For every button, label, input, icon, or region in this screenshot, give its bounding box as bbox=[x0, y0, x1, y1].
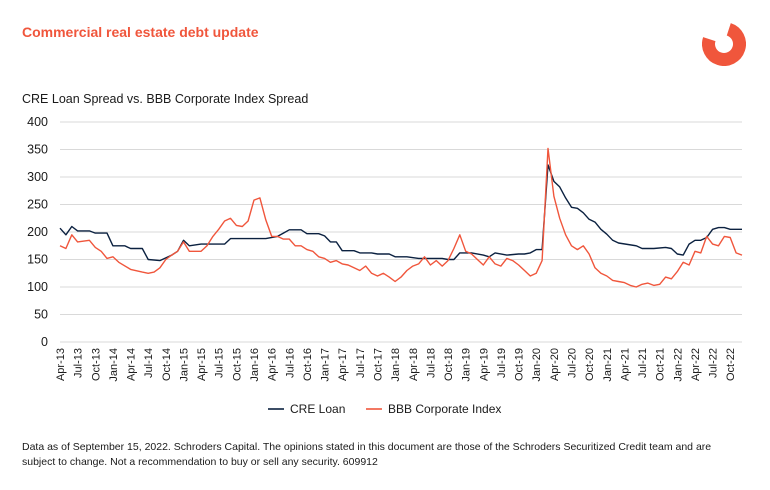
y-tick-label: 200 bbox=[27, 225, 48, 239]
x-tick-label: Oct-21 bbox=[655, 348, 667, 381]
chart-legend: CRE Loan BBB Corporate Index bbox=[268, 402, 501, 416]
page-header-title: Commercial real estate debt update bbox=[22, 24, 259, 40]
x-tick-label: Jul-15 bbox=[214, 348, 226, 378]
x-tick-label: Jan-19 bbox=[461, 348, 473, 382]
x-tick-label: Oct-15 bbox=[231, 348, 243, 381]
x-tick-label: Apr-13 bbox=[55, 348, 67, 381]
x-tick-label: Oct-16 bbox=[302, 348, 314, 381]
x-tick-label: Jul-17 bbox=[355, 348, 367, 378]
y-tick-label: 100 bbox=[27, 280, 48, 294]
chart-series bbox=[59, 147, 743, 288]
x-tick-label: Jul-18 bbox=[425, 348, 437, 378]
x-tick-label: Oct-20 bbox=[584, 348, 596, 381]
series-line-bbb-corporate-index bbox=[59, 147, 743, 288]
x-tick-label: Jul-22 bbox=[708, 348, 720, 378]
x-tick-label: Apr-17 bbox=[337, 348, 349, 381]
x-tick-label: Jul-13 bbox=[73, 348, 85, 378]
y-tick-label: 150 bbox=[27, 253, 48, 267]
x-tick-label: Oct-18 bbox=[443, 348, 455, 381]
x-tick-label: Oct-13 bbox=[90, 348, 102, 381]
y-tick-label: 350 bbox=[27, 143, 48, 157]
brand-logo-icon bbox=[702, 22, 746, 66]
series-line-cre-loan bbox=[59, 164, 742, 262]
x-tick-label: Oct-22 bbox=[725, 348, 737, 381]
x-tick-label: Apr-19 bbox=[478, 348, 490, 381]
x-tick-label: Jan-16 bbox=[249, 348, 261, 382]
y-tick-label: 50 bbox=[34, 308, 48, 322]
x-tick-label: Apr-22 bbox=[690, 348, 702, 381]
legend-label: BBB Corporate Index bbox=[388, 402, 501, 416]
x-tick-label: Oct-14 bbox=[161, 348, 173, 381]
x-tick-label: Jan-22 bbox=[672, 348, 684, 382]
y-tick-label: 250 bbox=[27, 198, 48, 212]
x-tick-label: Jan-17 bbox=[320, 348, 332, 382]
x-tick-label: Jan-21 bbox=[602, 348, 614, 382]
x-tick-label: Apr-15 bbox=[196, 348, 208, 381]
x-tick-label: Jul-16 bbox=[284, 348, 296, 378]
x-tick-label: Oct-17 bbox=[372, 348, 384, 381]
x-tick-label: Oct-19 bbox=[514, 348, 526, 381]
chart-gridlines bbox=[60, 121, 742, 343]
x-tick-label: Jul-21 bbox=[637, 348, 649, 378]
x-tick-label: Apr-21 bbox=[619, 348, 631, 381]
x-tick-label: Apr-20 bbox=[549, 348, 561, 381]
x-tick-label: Apr-16 bbox=[267, 348, 279, 381]
x-tick-label: Jan-15 bbox=[178, 348, 190, 382]
chart-title: CRE Loan Spread vs. BBB Corporate Index … bbox=[22, 92, 309, 106]
x-tick-label: Jan-20 bbox=[531, 348, 543, 382]
x-axis: Apr-13 Jul-13 Oct-13 Jan-14 Apr-14 Jul-14 Oct-… bbox=[55, 348, 737, 382]
legend-label: CRE Loan bbox=[290, 402, 345, 416]
x-tick-label: Jul-14 bbox=[143, 348, 155, 378]
x-tick-label: Jul-20 bbox=[567, 348, 579, 378]
line-chart: 0 50 100 150 200 250 300 350 400 Apr-13 Jul-13 Oct… bbox=[27, 115, 743, 416]
y-axis: 0 50 100 150 200 250 300 350 400 bbox=[27, 115, 48, 349]
x-tick-label: Jul-19 bbox=[496, 348, 508, 378]
x-tick-label: Jan-14 bbox=[108, 348, 120, 382]
y-tick-label: 300 bbox=[27, 170, 48, 184]
y-tick-label: 400 bbox=[27, 115, 48, 129]
x-tick-label: Jan-18 bbox=[390, 348, 402, 382]
footnote: Data as of September 15, 2022. Schroders… bbox=[22, 441, 712, 468]
x-tick-label: Apr-14 bbox=[126, 348, 138, 381]
x-tick-label: Apr-18 bbox=[408, 348, 420, 381]
y-tick-label: 0 bbox=[41, 335, 48, 349]
